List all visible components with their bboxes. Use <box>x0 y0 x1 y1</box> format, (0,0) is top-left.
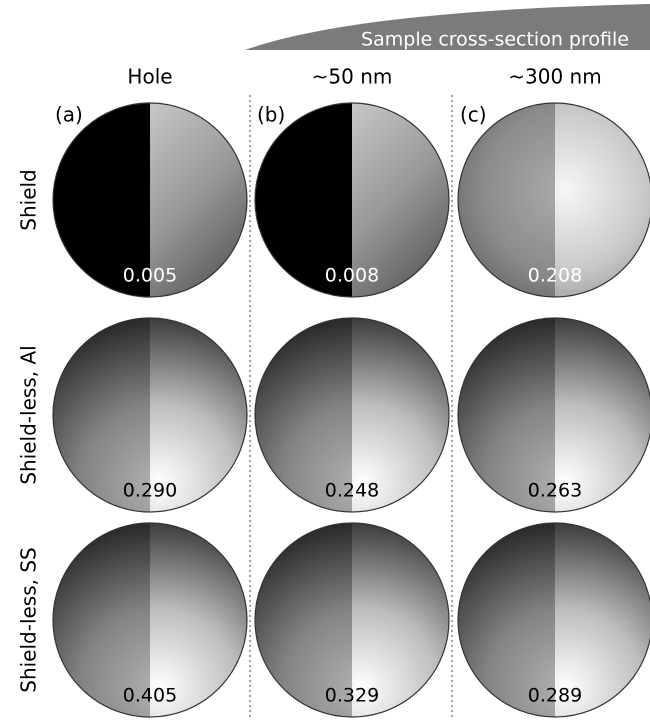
panel-letter: (b) <box>257 103 285 127</box>
cell: 0.405 <box>53 523 247 717</box>
cell: 0.289 <box>458 523 650 717</box>
column-label: Hole <box>127 65 172 89</box>
cell: 0.329 <box>255 523 449 717</box>
cell-value: 0.289 <box>528 685 582 707</box>
cell-value: 0.329 <box>325 685 379 707</box>
cell-value: 0.208 <box>528 265 582 287</box>
cell: 0.248 <box>255 318 449 512</box>
row-label: Shield-less, Al <box>17 345 41 484</box>
column-label: ~300 nm <box>508 65 601 89</box>
cell: 0.263 <box>458 318 650 512</box>
cell-value: 0.405 <box>123 685 177 707</box>
column-label: ~50 nm <box>312 65 393 89</box>
cell-value: 0.290 <box>123 480 177 502</box>
cell: 0.005 <box>53 103 247 297</box>
cell: 0.208 <box>458 103 650 297</box>
row-label: Shield-less, SS <box>17 547 41 693</box>
panel-letter: (a) <box>55 103 83 127</box>
figure: Sample cross-section profile Hole (a) ~50 … <box>0 0 650 720</box>
banner: Sample cross-section profile <box>361 29 629 51</box>
cell-value: 0.263 <box>528 480 582 502</box>
cell: 0.290 <box>53 318 247 512</box>
cell-value: 0.005 <box>123 265 177 287</box>
row-label: Shield <box>17 169 41 230</box>
panel-letter: (c) <box>460 103 487 127</box>
cell: 0.008 <box>255 103 449 297</box>
cell-value: 0.248 <box>325 480 379 502</box>
cell-value: 0.008 <box>325 265 379 287</box>
